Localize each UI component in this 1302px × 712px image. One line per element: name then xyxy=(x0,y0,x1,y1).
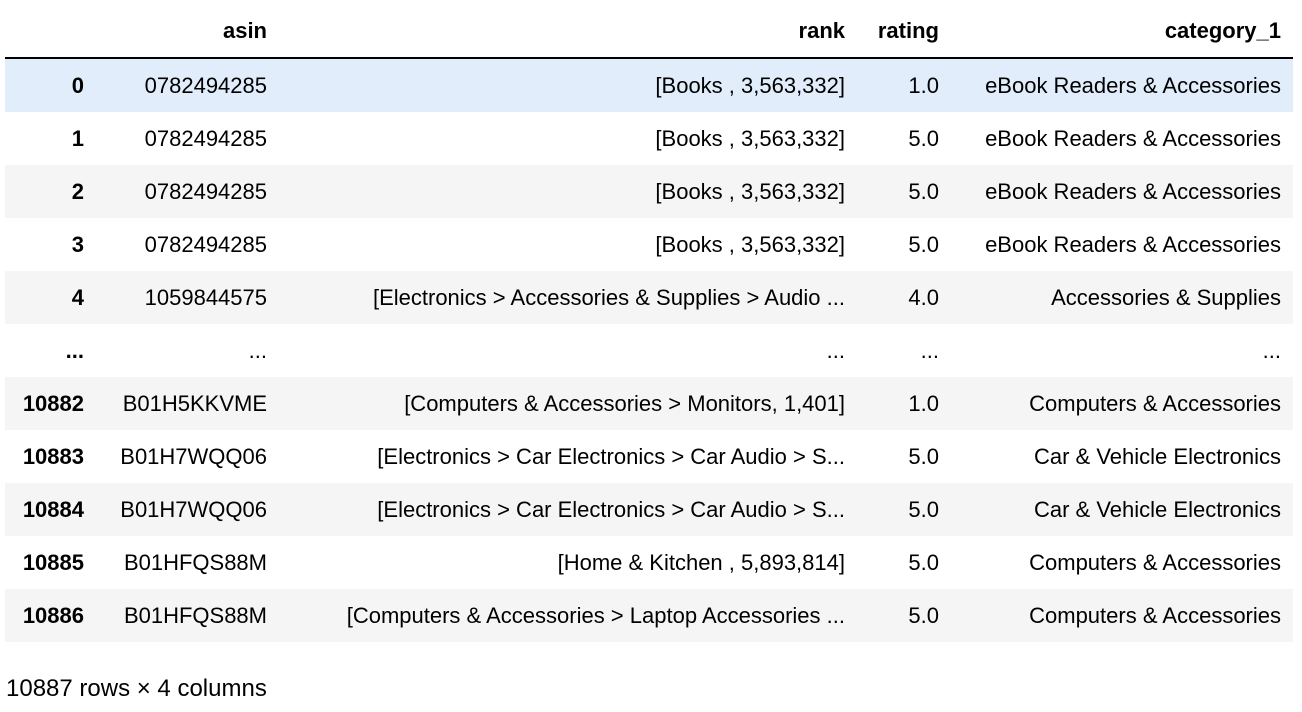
row-index: 10885 xyxy=(22,549,84,575)
cell-asin: 0782494285 xyxy=(144,72,267,98)
header-category-1: category_1 xyxy=(951,5,1293,59)
cell-rating: 1.0 xyxy=(908,72,939,98)
table-row: 10882 B01H5KKVME [Computers & Accessorie… xyxy=(5,377,1293,430)
dataframe-output: asin rank rating category_1 0 0782494285… xyxy=(5,5,1293,642)
cell-asin: 0782494285 xyxy=(144,178,267,204)
dataframe-shape-summary: 10887 rows × 4 columns xyxy=(6,675,267,702)
cell-category-1: eBook Readers & Accessories xyxy=(985,125,1281,151)
table-header: asin rank rating category_1 xyxy=(5,5,1293,59)
cell-rating: 5.0 xyxy=(908,549,939,575)
row-index: 2 xyxy=(71,178,84,204)
cell-asin: ... xyxy=(248,337,267,363)
cell-category-1: Car & Vehicle Electronics xyxy=(1034,496,1281,522)
cell-rating: 5.0 xyxy=(908,496,939,522)
cell-category-1: Car & Vehicle Electronics xyxy=(1034,443,1281,469)
table-row: 10883 B01H7WQQ06 [Electronics > Car Elec… xyxy=(5,430,1293,483)
row-index: 4 xyxy=(71,284,84,310)
cell-rank: [Computers & Accessories > Laptop Access… xyxy=(346,602,845,628)
header-row: asin rank rating category_1 xyxy=(5,5,1293,59)
row-index: 10883 xyxy=(22,443,84,469)
header-asin: asin xyxy=(96,5,279,59)
cell-category-1: ... xyxy=(1262,337,1281,363)
table-row: 10884 B01H7WQQ06 [Electronics > Car Elec… xyxy=(5,483,1293,536)
cell-asin: 0782494285 xyxy=(144,125,267,151)
cell-rank: [Electronics > Car Electronics > Car Aud… xyxy=(377,443,845,469)
cell-category-1: Computers & Accessories xyxy=(1029,390,1281,416)
row-index: 1 xyxy=(71,125,84,151)
cell-rank: ... xyxy=(826,337,845,363)
cell-rank: [Books , 3,563,332] xyxy=(655,72,845,98)
dataframe-table: asin rank rating category_1 0 0782494285… xyxy=(5,5,1293,642)
cell-rating: ... xyxy=(920,337,939,363)
cell-asin: 0782494285 xyxy=(144,231,267,257)
row-index: 10884 xyxy=(22,496,84,522)
table-row: 4 1059844575 [Electronics > Accessories … xyxy=(5,271,1293,324)
cell-rating: 5.0 xyxy=(908,231,939,257)
table-body: 0 0782494285 [Books , 3,563,332] 1.0 eBo… xyxy=(5,58,1293,642)
cell-rank: [Electronics > Accessories & Supplies > … xyxy=(372,284,845,310)
table-row: 10885 B01HFQS88M [Home & Kitchen , 5,893… xyxy=(5,536,1293,589)
cell-rating: 4.0 xyxy=(908,284,939,310)
cell-asin: 1059844575 xyxy=(144,284,267,310)
row-index: 10882 xyxy=(22,390,84,416)
table-row: 10886 B01HFQS88M [Computers & Accessorie… xyxy=(5,589,1293,642)
cell-category-1: Computers & Accessories xyxy=(1029,549,1281,575)
cell-category-1: eBook Readers & Accessories xyxy=(985,178,1281,204)
table-row: 3 0782494285 [Books , 3,563,332] 5.0 eBo… xyxy=(5,218,1293,271)
cell-rating: 5.0 xyxy=(908,602,939,628)
header-index xyxy=(5,5,96,59)
cell-rating: 5.0 xyxy=(908,125,939,151)
cell-rank: [Books , 3,563,332] xyxy=(655,178,845,204)
row-index: 3 xyxy=(71,231,84,257)
cell-asin: B01HFQS88M xyxy=(123,549,267,575)
cell-category-1: Accessories & Supplies xyxy=(1051,284,1281,310)
cell-category-1: eBook Readers & Accessories xyxy=(985,72,1281,98)
cell-rank: [Computers & Accessories > Monitors, 1,4… xyxy=(404,390,845,416)
row-index: 0 xyxy=(71,72,84,98)
cell-asin: B01H7WQQ06 xyxy=(120,496,267,522)
table-row: 2 0782494285 [Books , 3,563,332] 5.0 eBo… xyxy=(5,165,1293,218)
cell-asin: B01H5KKVME xyxy=(122,390,267,416)
cell-rank: [Home & Kitchen , 5,893,814] xyxy=(557,549,845,575)
cell-category-1: Computers & Accessories xyxy=(1029,602,1281,628)
cell-rating: 5.0 xyxy=(908,443,939,469)
header-rating: rating xyxy=(857,5,951,59)
cell-rank: [Books , 3,563,332] xyxy=(655,231,845,257)
cell-rank: [Electronics > Car Electronics > Car Aud… xyxy=(377,496,845,522)
cell-asin: B01HFQS88M xyxy=(123,602,267,628)
cell-category-1: eBook Readers & Accessories xyxy=(985,231,1281,257)
table-row: 0 0782494285 [Books , 3,563,332] 1.0 eBo… xyxy=(5,58,1293,112)
table-row: 1 0782494285 [Books , 3,563,332] 5.0 eBo… xyxy=(5,112,1293,165)
ellipsis-row: ... ... ... ... ... xyxy=(5,324,1293,377)
row-index: ... xyxy=(65,337,84,363)
cell-rank: [Books , 3,563,332] xyxy=(655,125,845,151)
cell-rating: 5.0 xyxy=(908,178,939,204)
cell-asin: B01H7WQQ06 xyxy=(120,443,267,469)
row-index: 10886 xyxy=(22,602,84,628)
cell-rating: 1.0 xyxy=(908,390,939,416)
header-rank: rank xyxy=(279,5,857,59)
